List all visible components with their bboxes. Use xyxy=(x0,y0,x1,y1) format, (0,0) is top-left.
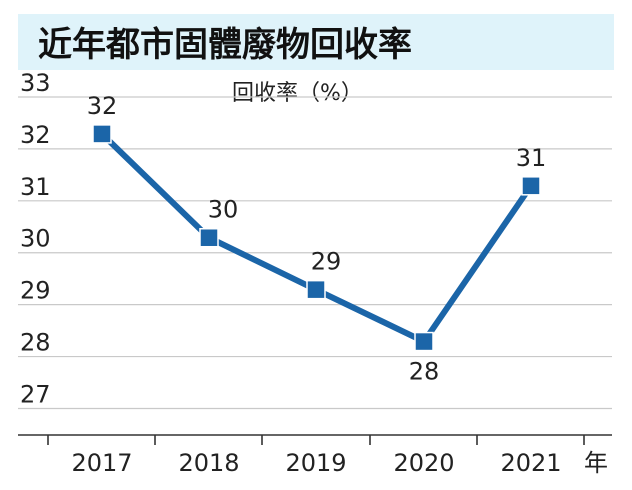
label-layer: 32 30 29 28 31 xyxy=(87,92,547,386)
series-line xyxy=(99,131,534,346)
data-label-2018: 30 xyxy=(208,196,239,224)
x-tick-label-2020: 2020 xyxy=(393,449,454,477)
data-label-2019: 29 xyxy=(311,248,342,276)
series-layer xyxy=(92,124,541,352)
y-tick-label-32: 32 xyxy=(20,121,51,149)
y-tick-label-30: 30 xyxy=(20,225,51,253)
x-tick-label-2017: 2017 xyxy=(71,449,132,477)
tick-layer: 33 32 31 30 29 28 27 2017 2018 2019 2020 2021 xyxy=(20,69,562,477)
y-tick-label-33: 33 xyxy=(20,69,51,97)
data-label-2017: 32 xyxy=(87,92,118,120)
data-label-2020: 28 xyxy=(409,358,440,386)
data-point-2021 xyxy=(521,176,541,196)
x-tick-label-2018: 2018 xyxy=(178,449,239,477)
x-axis-unit-label: 年 xyxy=(584,449,608,477)
y-tick-label-29: 29 xyxy=(20,277,51,305)
title-band xyxy=(18,14,614,70)
y-tick-label-27: 27 xyxy=(20,380,51,408)
data-point-2017 xyxy=(92,124,112,144)
y-axis-unit-label: 回收率（%） xyxy=(232,81,363,106)
data-point-2018 xyxy=(199,227,219,248)
x-tick-label-2019: 2019 xyxy=(285,449,346,477)
y-tick-label-31: 31 xyxy=(20,173,51,201)
data-label-2021: 31 xyxy=(516,144,547,172)
data-point-2019 xyxy=(306,279,326,300)
x-tick-label-2021: 2021 xyxy=(500,449,561,477)
axis-layer xyxy=(18,434,612,445)
chart-title: 近年都市固體廢物回收率 xyxy=(38,25,412,65)
data-point-2020 xyxy=(414,331,434,352)
y-tick-label-28: 28 xyxy=(20,329,51,357)
